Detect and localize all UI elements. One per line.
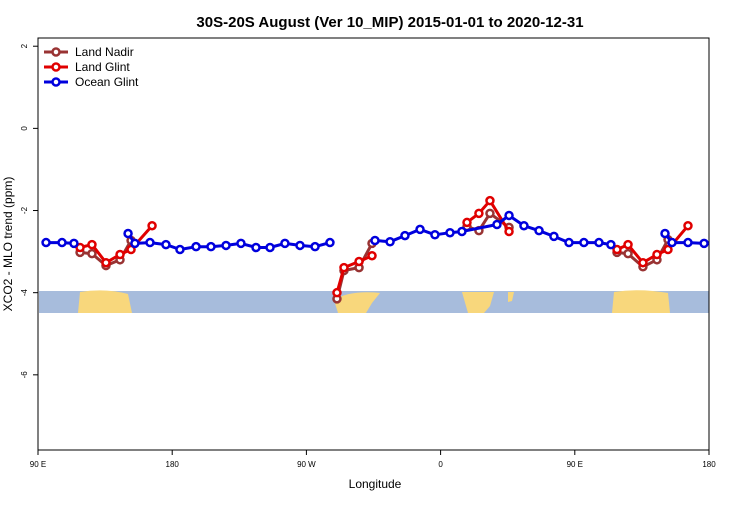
point	[325, 237, 335, 248]
point	[147, 220, 157, 231]
point	[457, 226, 467, 237]
point	[445, 227, 455, 238]
point	[564, 237, 574, 248]
point	[339, 262, 349, 273]
legend-label: Land Nadir	[75, 45, 134, 59]
point	[660, 228, 670, 239]
point	[206, 241, 216, 252]
point	[579, 237, 589, 248]
plot-frame	[37, 37, 710, 451]
x-tick-label: 180	[166, 460, 180, 469]
point	[145, 237, 155, 248]
legend-marker	[51, 62, 61, 72]
point	[280, 238, 290, 249]
point	[370, 235, 380, 246]
y-tick-label: 0	[20, 126, 29, 131]
point	[75, 242, 85, 253]
point	[41, 237, 51, 248]
legend-label: Land Glint	[75, 60, 130, 74]
point	[606, 239, 616, 250]
point	[594, 237, 604, 248]
y-tick-label: -6	[20, 371, 29, 379]
y-axis-label: XCO2 - MLO trend (ppm)	[1, 177, 15, 312]
point	[534, 225, 544, 236]
x-tick-label: 180	[702, 460, 716, 469]
point	[612, 244, 622, 255]
point	[485, 195, 495, 206]
map-strip	[39, 290, 709, 313]
point	[519, 220, 529, 231]
point	[430, 230, 440, 240]
x-axis-label: Longitude	[349, 477, 402, 491]
point	[504, 226, 514, 237]
point	[115, 249, 125, 260]
point	[221, 240, 231, 251]
point	[295, 240, 305, 251]
point	[123, 228, 133, 239]
y-tick-label: -4	[20, 289, 29, 297]
x-tick-label: 0	[438, 460, 443, 469]
point	[130, 238, 140, 249]
legend-marker	[51, 47, 61, 57]
point	[663, 244, 673, 255]
point	[492, 219, 502, 230]
y-tick-label: -2	[20, 206, 29, 214]
point	[175, 244, 185, 255]
point	[101, 257, 111, 268]
x-tick-label: 90 E	[30, 460, 46, 469]
point	[354, 256, 364, 267]
point	[462, 217, 472, 228]
point	[367, 250, 377, 261]
point	[415, 224, 425, 235]
point	[236, 238, 246, 249]
point	[161, 239, 171, 250]
point	[683, 220, 693, 231]
legend-marker	[51, 77, 61, 87]
point	[87, 248, 97, 259]
point	[69, 238, 79, 249]
point	[623, 248, 633, 259]
point	[400, 230, 410, 241]
point	[638, 257, 648, 268]
point	[251, 242, 261, 253]
x-tick-label: 90 E	[567, 460, 583, 469]
point	[549, 231, 559, 242]
point	[485, 208, 495, 219]
point	[623, 239, 633, 250]
point	[191, 241, 201, 252]
point	[667, 237, 677, 248]
point	[332, 287, 342, 298]
point	[310, 241, 320, 252]
point	[699, 238, 709, 249]
x-tick-label: 90 W	[297, 460, 316, 469]
legend-label: Ocean Glint	[75, 75, 139, 89]
y-tick-label: 2	[20, 43, 29, 48]
point	[385, 236, 395, 247]
point	[265, 242, 275, 253]
point	[87, 239, 97, 250]
chart-title: 30S-20S August (Ver 10_MIP) 2015-01-01 t…	[196, 14, 583, 31]
point	[474, 208, 484, 219]
point	[683, 237, 693, 248]
point	[652, 249, 662, 260]
series-line	[79, 199, 690, 294]
point	[57, 237, 67, 248]
point	[504, 210, 514, 221]
